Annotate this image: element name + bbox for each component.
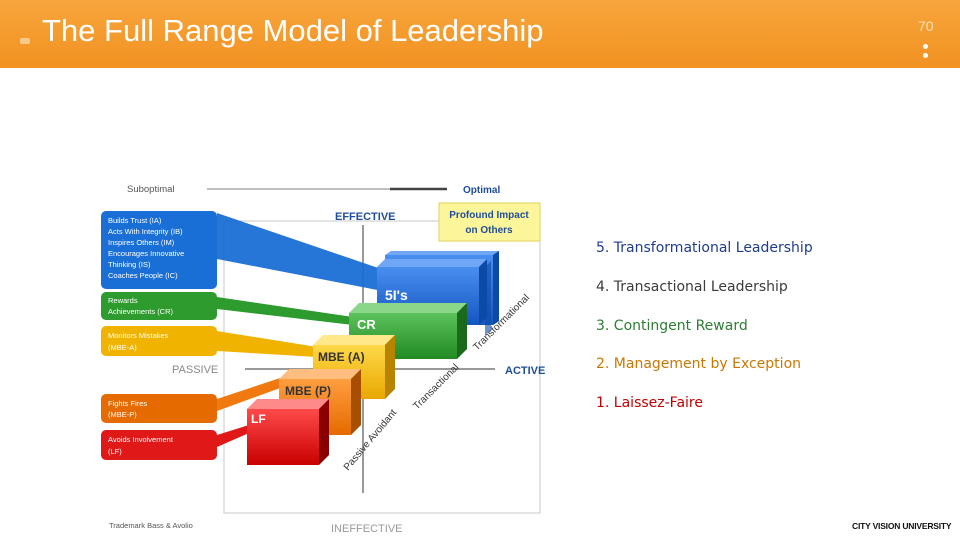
profound-impact-line2: on Others	[465, 225, 513, 236]
behavior-box-mbe-p: Fights Fires (MBE-P)	[101, 394, 217, 423]
behavior-line: (LF)	[108, 447, 122, 456]
svg-text:Avoids Involvement: Avoids Involvement	[108, 435, 174, 444]
transactional-label: Transactional	[411, 362, 461, 412]
svg-text:(LF): (LF)	[108, 447, 122, 456]
behavior-box-cr: Rewards Achievements (CR)	[101, 292, 217, 320]
behavior-line: (MBE-P)	[108, 410, 137, 419]
block-label-mbe-p: MBE (P)	[285, 384, 331, 398]
behavior-line: Inspires Others (IM)	[108, 238, 175, 247]
svg-text:Acts With Integrity (IB): Acts With Integrity (IB)	[108, 227, 183, 236]
behavior-line: Avoids Involvement	[108, 435, 174, 444]
title-bullet-icon	[20, 38, 30, 44]
credit-label: Trademark Bass & Avolio	[109, 521, 193, 530]
svg-text:Achievements (CR): Achievements (CR)	[108, 307, 174, 316]
profound-impact-line1: Profound Impact	[449, 210, 529, 221]
more-options-icon[interactable]	[923, 44, 929, 62]
list-item-transactional: 4. Transactional Leadership	[596, 279, 788, 295]
effective-label: EFFECTIVE	[335, 211, 396, 223]
ineffective-label: INEFFECTIVE	[331, 523, 403, 535]
svg-text:Inspires Others (IM): Inspires Others (IM)	[108, 238, 175, 247]
active-label: ACTIVE	[505, 365, 545, 377]
behavior-line: (MBE-A)	[108, 343, 137, 352]
block-label-cr: CR	[357, 317, 376, 332]
svg-text:Coaches People (IC): Coaches People (IC)	[108, 271, 178, 280]
behavior-line: Builds Trust (IA)	[108, 216, 162, 225]
behavior-line: Coaches People (IC)	[108, 271, 178, 280]
behavior-line: Fights Fires	[108, 399, 147, 408]
behavior-connector-4	[217, 377, 283, 411]
block-label-5is: 5I's	[385, 287, 408, 303]
behavior-line: Monitors Mistakes	[108, 331, 169, 340]
behavior-connector-3	[217, 331, 317, 357]
svg-text:Rewards: Rewards	[108, 296, 138, 305]
list-item-laissez-faire: 1. Laissez-Faire	[596, 395, 703, 411]
behavior-connector-2	[217, 297, 353, 325]
optimal-label: Optimal	[463, 185, 500, 196]
behavior-line: Encourages Innovative	[108, 249, 184, 258]
full-range-leadership-diagram: Suboptimal Optimal EFFECTIVE INEFFECTIVE…	[95, 175, 555, 540]
svg-text:Builds Trust (IA): Builds Trust (IA)	[108, 216, 162, 225]
behavior-line: Achievements (CR)	[108, 307, 174, 316]
svg-text:Monitors Mistakes: Monitors Mistakes	[108, 331, 169, 340]
svg-text:(MBE-A): (MBE-A)	[108, 343, 137, 352]
brand-logo: CITY VISION UNIVERSITY	[852, 521, 952, 531]
slide-number: 70	[918, 18, 934, 34]
svg-text:Thinking (IS): Thinking (IS)	[108, 260, 151, 269]
behavior-box-lf: Avoids Involvement (LF)	[101, 430, 217, 460]
diagram-frame	[223, 220, 541, 514]
passive-label: PASSIVE	[172, 364, 218, 376]
diagram-svg: Suboptimal Optimal EFFECTIVE INEFFECTIVE…	[101, 184, 545, 535]
title-bar: The Full Range Model of Leadership 70	[0, 0, 960, 68]
behavior-box-mbe-a: Monitors Mistakes (MBE-A)	[101, 326, 217, 356]
list-item-management-by-exception: 2. Management by Exception	[596, 356, 802, 372]
svg-text:Fights Fires: Fights Fires	[108, 399, 147, 408]
list-item-transformational: 5. Transformational Leadership	[596, 240, 813, 256]
suboptimal-label: Suboptimal	[127, 184, 175, 195]
svg-text:Encourages Innovative: Encourages Innovative	[108, 249, 184, 258]
behavior-line: Acts With Integrity (IB)	[108, 227, 183, 236]
behavior-connector-5	[217, 425, 249, 447]
block-lf: LF	[247, 399, 329, 465]
profound-impact-box	[438, 202, 541, 242]
block-label-lf: LF	[251, 412, 266, 426]
slide-title: The Full Range Model of Leadership	[42, 13, 544, 48]
behavior-line: Thinking (IS)	[108, 260, 151, 269]
block-label-mbe-a: MBE (A)	[318, 350, 365, 364]
svg-text:(MBE-P): (MBE-P)	[108, 410, 137, 419]
behavior-connector-1	[217, 213, 393, 293]
behavior-box-5is: Builds Trust (IA) Acts With Integrity (I…	[101, 211, 217, 289]
list-item-contingent-reward: 3. Contingent Reward	[596, 318, 748, 334]
behavior-line: Rewards	[108, 296, 138, 305]
